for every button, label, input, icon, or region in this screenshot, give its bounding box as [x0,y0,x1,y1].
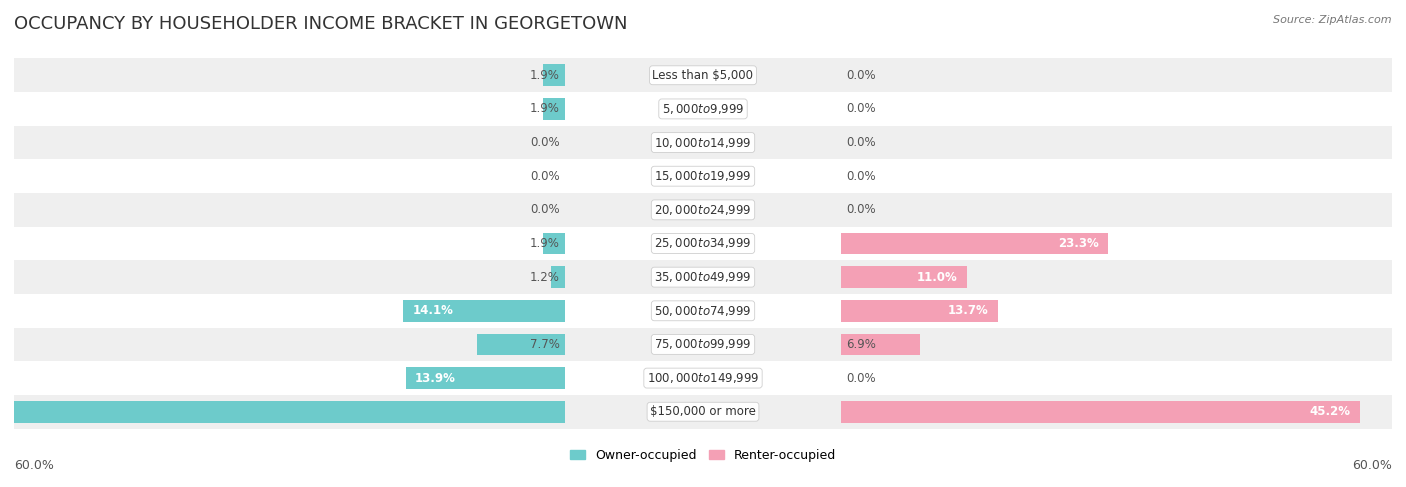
Text: $15,000 to $19,999: $15,000 to $19,999 [654,169,752,183]
Text: 0.0%: 0.0% [530,136,560,149]
Bar [841,334,920,356]
Text: 0.0%: 0.0% [846,136,876,149]
Text: $5,000 to $9,999: $5,000 to $9,999 [662,102,744,116]
Text: 60.0%: 60.0% [1353,459,1392,472]
Bar [841,266,967,288]
Text: 0.0%: 0.0% [846,69,876,82]
Bar [14,58,1392,92]
Bar [543,98,565,120]
Bar [14,126,1392,159]
Text: 1.9%: 1.9% [530,237,560,250]
Text: Source: ZipAtlas.com: Source: ZipAtlas.com [1274,15,1392,25]
Text: 1.9%: 1.9% [530,69,560,82]
Bar [841,300,998,322]
Bar [0,401,565,423]
Bar [404,300,565,322]
Text: $25,000 to $34,999: $25,000 to $34,999 [654,237,752,250]
Text: 0.0%: 0.0% [530,204,560,216]
Bar [14,261,1392,294]
Bar [14,193,1392,226]
Text: 0.0%: 0.0% [846,102,876,115]
Text: $10,000 to $14,999: $10,000 to $14,999 [654,135,752,150]
Text: 13.9%: 13.9% [415,372,456,385]
Text: 7.7%: 7.7% [530,338,560,351]
Text: Less than $5,000: Less than $5,000 [652,69,754,82]
Text: $100,000 to $149,999: $100,000 to $149,999 [647,371,759,385]
Text: 0.0%: 0.0% [846,204,876,216]
Text: 1.2%: 1.2% [530,271,560,283]
Text: $150,000 or more: $150,000 or more [650,405,756,418]
Bar [841,401,1360,423]
Bar [14,226,1392,261]
Text: 0.0%: 0.0% [846,169,876,183]
Bar [551,266,565,288]
Bar [841,233,1108,254]
Bar [14,395,1392,429]
Text: 13.7%: 13.7% [948,304,988,318]
Text: 0.0%: 0.0% [530,169,560,183]
Text: 0.0%: 0.0% [846,372,876,385]
Text: $35,000 to $49,999: $35,000 to $49,999 [654,270,752,284]
Text: 1.9%: 1.9% [530,102,560,115]
Text: 45.2%: 45.2% [1309,405,1351,418]
Text: $20,000 to $24,999: $20,000 to $24,999 [654,203,752,217]
Bar [14,294,1392,328]
Bar [14,92,1392,126]
Bar [14,328,1392,361]
Text: 23.3%: 23.3% [1059,237,1099,250]
Text: $50,000 to $74,999: $50,000 to $74,999 [654,304,752,318]
Text: 11.0%: 11.0% [917,271,957,283]
Text: OCCUPANCY BY HOUSEHOLDER INCOME BRACKET IN GEORGETOWN: OCCUPANCY BY HOUSEHOLDER INCOME BRACKET … [14,15,627,33]
Bar [477,334,565,356]
Bar [14,361,1392,395]
Legend: Owner-occupied, Renter-occupied: Owner-occupied, Renter-occupied [565,444,841,467]
Text: 14.1%: 14.1% [412,304,453,318]
Bar [543,233,565,254]
Text: 6.9%: 6.9% [846,338,876,351]
Text: $75,000 to $99,999: $75,000 to $99,999 [654,337,752,352]
Bar [405,367,565,389]
Text: 60.0%: 60.0% [14,459,53,472]
Bar [543,64,565,86]
Bar [14,159,1392,193]
